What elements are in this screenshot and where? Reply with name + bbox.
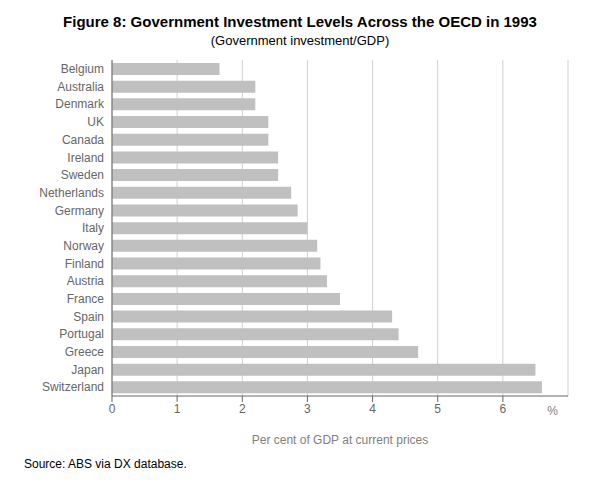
svg-text:0: 0 <box>109 402 116 416</box>
svg-text:Sweden: Sweden <box>61 168 104 182</box>
svg-text:Japan: Japan <box>71 363 104 377</box>
svg-text:%: % <box>547 404 558 418</box>
svg-text:Canada: Canada <box>62 133 104 147</box>
html-text:(Government investment/GDP): (Government investment/GDP) <box>210 33 390 48</box>
svg-text:Switzerland: Switzerland <box>42 380 104 394</box>
svg-text:Australia: Australia <box>57 80 104 94</box>
svg-text:5: 5 <box>434 402 441 416</box>
svg-text:Spain: Spain <box>73 310 104 324</box>
svg-text:UK: UK <box>87 115 104 129</box>
svg-text:Portugal: Portugal <box>59 327 104 341</box>
svg-text:Austria: Austria <box>67 274 105 288</box>
svg-text:Greece: Greece <box>65 345 105 359</box>
svg-text:Norway: Norway <box>63 239 104 253</box>
svg-text:3: 3 <box>304 402 311 416</box>
svg-text:Belgium: Belgium <box>61 62 104 76</box>
svg-text:France: France <box>67 292 105 306</box>
html-text:Source: ABS via DX database.: Source: ABS via DX database. <box>24 457 187 471</box>
html-text:Figure 8: Government Investmen: Figure 8: Government Investment Levels A… <box>63 13 537 30</box>
svg-text:Denmark: Denmark <box>55 97 105 111</box>
svg-text:Germany: Germany <box>55 204 104 218</box>
svg-text:2: 2 <box>239 402 246 416</box>
svg-text:1: 1 <box>174 402 181 416</box>
svg-text:4: 4 <box>369 402 376 416</box>
svg-text:Italy: Italy <box>82 221 104 235</box>
svg-text:Per cent of GDP at current pri: Per cent of GDP at current prices <box>252 433 429 447</box>
svg-text:Netherlands: Netherlands <box>39 186 104 200</box>
svg-text:Finland: Finland <box>65 257 104 271</box>
svg-text:6: 6 <box>500 402 507 416</box>
svg-text:Ireland: Ireland <box>67 151 104 165</box>
